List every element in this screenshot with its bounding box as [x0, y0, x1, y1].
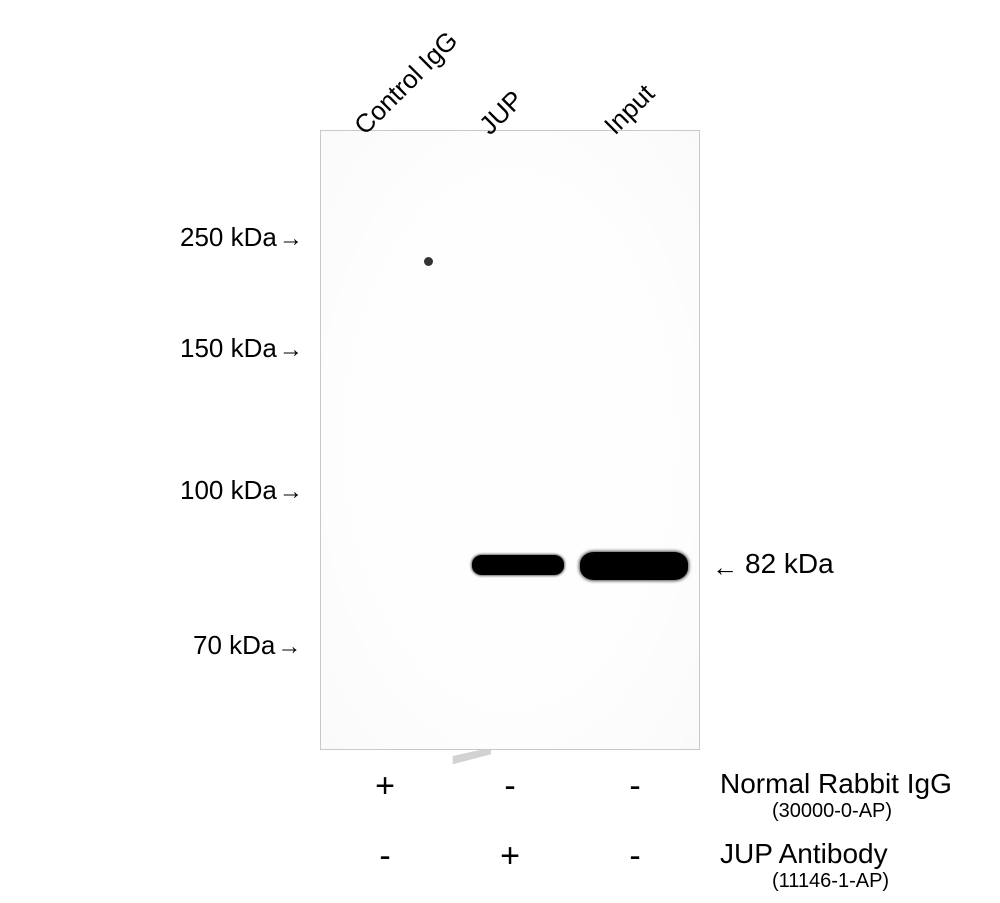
cond1-sublabel: (30000-0-AP) — [772, 800, 892, 823]
mw-marker-70: 70 kDa→ — [193, 630, 301, 661]
cond1-label: Normal Rabbit IgG — [720, 768, 952, 800]
mw-marker-100-text: 100 kDa — [180, 475, 277, 505]
arrow-right-icon: → — [279, 336, 303, 363]
band-input — [580, 552, 688, 580]
detected-band-label: 82 kDa — [745, 548, 834, 580]
mw-marker-100: 100 kDa→ — [180, 475, 303, 506]
cond1-sign-jup: - — [490, 767, 530, 806]
band-jup — [472, 555, 564, 575]
lane-label-control: Control IgG — [348, 25, 464, 141]
arrow-right-icon: → — [277, 633, 301, 660]
cond1-sign-control: + — [365, 767, 405, 806]
blot-membrane — [320, 130, 700, 750]
cond2-sign-jup: + — [490, 837, 530, 876]
cond2-label: JUP Antibody — [720, 838, 888, 870]
arrow-right-icon: → — [279, 225, 303, 252]
cond2-sign-input: - — [615, 837, 655, 876]
arrow-left-icon: ← — [712, 552, 738, 583]
mw-marker-250: 250 kDa→ — [180, 222, 303, 253]
cond1-sign-input: - — [615, 767, 655, 806]
mw-marker-250-text: 250 kDa — [180, 222, 277, 252]
figure-container: WWW.PTGLAB.COM Control IgG JUP Input 250… — [0, 0, 1000, 903]
arrow-right-icon: → — [279, 478, 303, 505]
mw-marker-150-text: 150 kDa — [180, 333, 277, 363]
mw-marker-70-text: 70 kDa — [193, 630, 275, 660]
cond2-sublabel: (11146-1-AP) — [772, 870, 889, 893]
mw-marker-150: 150 kDa→ — [180, 333, 303, 364]
cond2-sign-control: - — [365, 837, 405, 876]
artifact-spot — [424, 257, 433, 266]
